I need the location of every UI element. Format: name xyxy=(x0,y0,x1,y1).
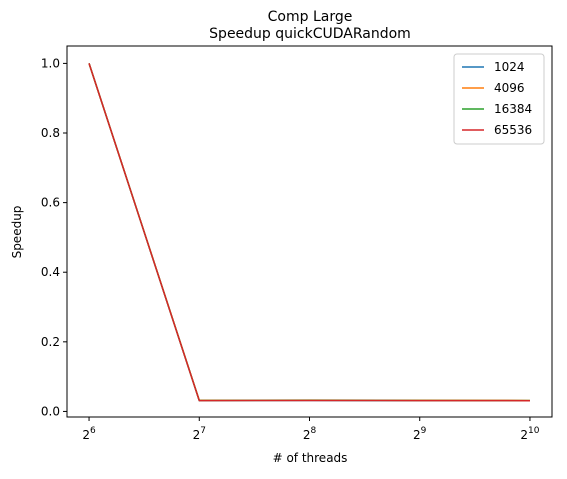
chart-subtitle: Speedup quickCUDARandom xyxy=(209,26,411,42)
y-tick-label: 1.0 xyxy=(41,56,60,70)
legend-label-16384: 16384 xyxy=(494,102,532,116)
chart-title: Comp Large xyxy=(268,9,353,25)
y-tick-label: 0.0 xyxy=(41,404,60,418)
y-axis-label: Speedup xyxy=(10,206,24,259)
x-tick-label: 26 xyxy=(82,426,96,442)
plot-area xyxy=(88,63,530,402)
y-tick-label: 0.4 xyxy=(41,265,60,279)
y-tick-label: 0.6 xyxy=(41,196,60,210)
x-axis-label: # of threads xyxy=(273,451,348,465)
legend-label-65536: 65536 xyxy=(494,123,532,137)
x-tick-label: 210 xyxy=(520,426,539,442)
x-axis: 26 27 28 29 210 xyxy=(82,417,540,442)
y-tick-label: 0.8 xyxy=(41,126,60,140)
y-axis: 0.0 0.2 0.4 0.6 0.8 1.0 xyxy=(41,56,67,418)
legend-label-1024: 1024 xyxy=(494,60,525,74)
x-tick-label: 27 xyxy=(193,426,206,442)
y-tick-label: 0.2 xyxy=(41,335,60,349)
legend-box xyxy=(453,53,545,145)
series-line-65536 xyxy=(88,63,530,402)
legend-label-4096: 4096 xyxy=(494,81,525,95)
x-tick-label: 29 xyxy=(413,426,427,442)
x-tick-label: 28 xyxy=(303,426,317,442)
legend: 1024 4096 16384 65536 xyxy=(453,53,545,145)
